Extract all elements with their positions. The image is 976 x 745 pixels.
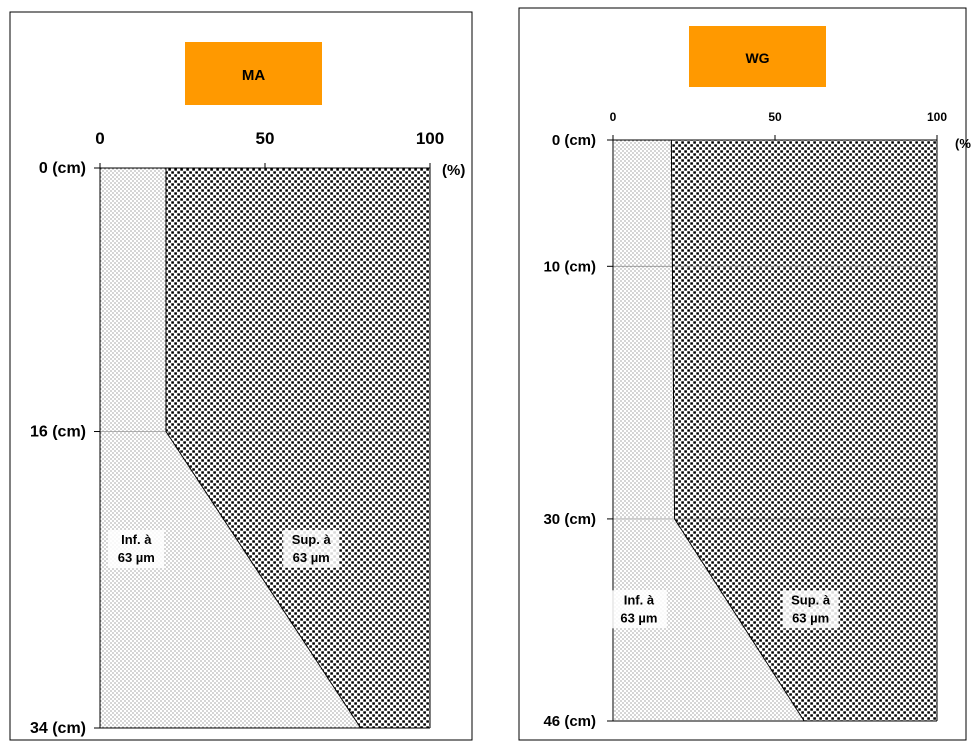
depth-tick-label: 0 (cm) <box>552 132 596 149</box>
region-coarse-label-line1: Sup. à <box>292 532 332 547</box>
region-coarse-label-bg <box>283 529 340 568</box>
x-tick-label: 50 <box>768 110 782 124</box>
region-coarse-label-line2: 63 µm <box>792 610 829 625</box>
region-fine <box>100 168 361 728</box>
region-coarse <box>166 168 430 728</box>
chart-panel-ma: MA 0 50 100 (%) 0 (cm) 16 (cm) 34 (cm) Inf. à 63 … <box>9 11 473 741</box>
chart-title: MA <box>242 67 265 84</box>
depth-tick-label: 0 (cm) <box>39 160 86 177</box>
boundary-line <box>670 139 805 722</box>
panel-frame <box>9 11 473 741</box>
region-fine-label-line1: Inf. à <box>624 592 655 607</box>
x-tick-label: 100 <box>416 129 444 148</box>
chart-panel-wg: WG 0 50 100 (% 0 (cm) 10 (cm) 30 (cm) 46 (cm) Inf… <box>518 7 971 741</box>
depth-tick-label: 10 (cm) <box>543 258 596 275</box>
region-coarse-label: Sup. à 63 µm <box>782 590 839 629</box>
region-coarse <box>671 140 937 721</box>
x-tick-label: 0 <box>610 110 617 124</box>
region-fine-label-line1: Inf. à <box>121 532 152 547</box>
x-tick-label: 100 <box>927 110 947 124</box>
region-fine-label: Inf. à 63 µm <box>610 590 667 629</box>
depth-tick-label: 34 (cm) <box>30 720 86 737</box>
depth-tick-label: 16 (cm) <box>30 424 86 441</box>
region-coarse-label-line2: 63 µm <box>293 550 330 565</box>
title-box <box>185 42 322 105</box>
region-fine-label-line2: 63 µm <box>118 550 155 565</box>
region-coarse-label: Sup. à 63 µm <box>283 529 340 568</box>
panel-frame <box>518 7 967 741</box>
title-box <box>689 26 826 87</box>
x-tick-label: 0 <box>95 129 104 148</box>
region-fine-label: Inf. à 63 µm <box>108 529 165 568</box>
depth-tick-label: 30 (cm) <box>543 511 596 528</box>
region-coarse-label-line1: Sup. à <box>791 592 831 607</box>
boundary-line <box>165 168 362 729</box>
region-fine-label-bg <box>610 590 667 629</box>
x-tick-label: 50 <box>256 129 275 148</box>
x-unit-label: (% <box>955 136 971 151</box>
x-unit-label: (%) <box>442 162 465 179</box>
region-fine-label-bg <box>108 529 165 568</box>
region-fine <box>613 140 805 721</box>
chart-title: WG <box>745 50 769 66</box>
depth-tick-label: 46 (cm) <box>543 713 596 730</box>
region-coarse-label-bg <box>782 590 839 629</box>
region-fine-label-line2: 63 µm <box>620 610 657 625</box>
